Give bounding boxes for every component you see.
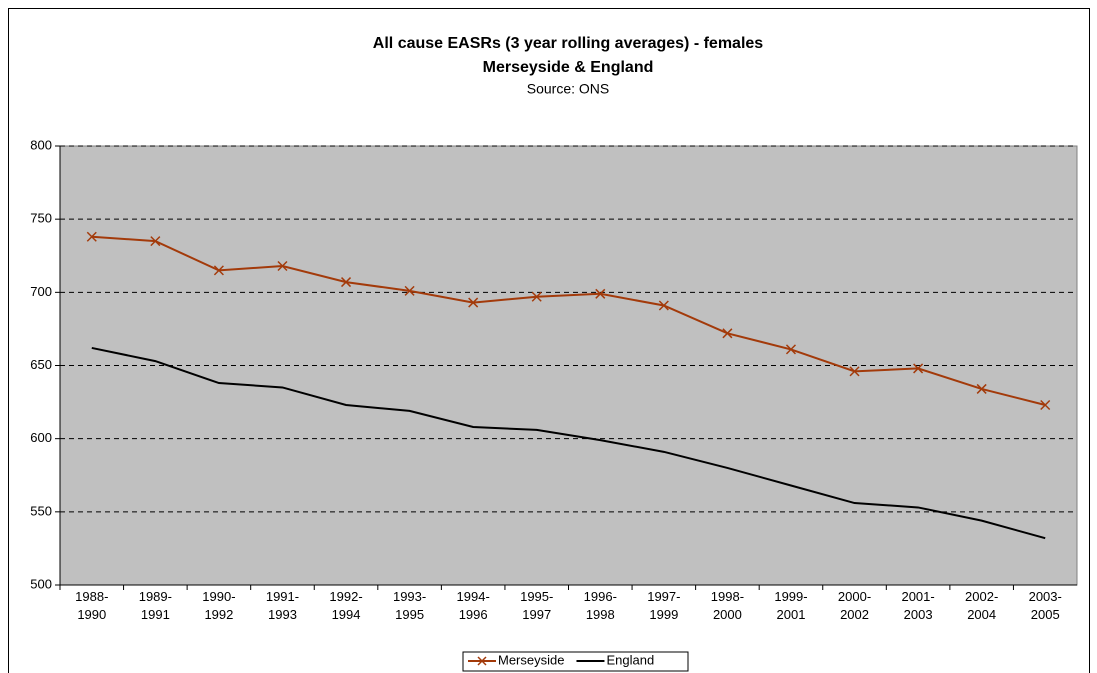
x-tick-label: 1991- 1993 bbox=[266, 589, 299, 622]
x-tick-line: 1991 bbox=[141, 607, 170, 622]
series-marker bbox=[468, 297, 479, 308]
legend-label: England bbox=[606, 652, 654, 667]
x-tick-line: 1989- bbox=[139, 589, 172, 604]
x-tick-label: 1988- 1990 bbox=[75, 589, 108, 622]
x-tick-line: 2001- bbox=[901, 589, 934, 604]
x-tick-line: 1994 bbox=[332, 607, 361, 622]
x-tick-line: 1990- bbox=[202, 589, 235, 604]
x-tick-line: 2002- bbox=[965, 589, 998, 604]
series-marker bbox=[213, 265, 224, 276]
series-marker bbox=[1040, 399, 1051, 411]
x-tick-line: 1988- bbox=[75, 589, 108, 604]
legend-marker bbox=[477, 656, 487, 666]
x-tick-line: 1994- bbox=[457, 589, 490, 604]
series-marker bbox=[341, 277, 352, 288]
x-tick-label: 1993- 1995 bbox=[393, 589, 426, 622]
x-tick-line: 1995- bbox=[520, 589, 553, 604]
series-line bbox=[91, 346, 1046, 540]
series-line bbox=[91, 235, 1046, 406]
chart-source: Source: ONS bbox=[527, 81, 609, 97]
x-tick-line: 1998- bbox=[711, 589, 744, 604]
x-tick-label: 2000- 2002 bbox=[838, 589, 871, 622]
x-tick-line: 1999 bbox=[649, 607, 678, 622]
x-tick-line: 1990 bbox=[77, 607, 106, 622]
x-tick-line: 1993 bbox=[268, 607, 297, 622]
x-tick-label: 1999- 2001 bbox=[774, 589, 807, 622]
x-tick-line: 2004 bbox=[967, 607, 996, 622]
series-marker bbox=[595, 288, 606, 299]
y-tick-label: 700 bbox=[30, 284, 52, 299]
x-tick-label: 2002- 2004 bbox=[965, 589, 998, 622]
x-tick-label: 1990- 1992 bbox=[202, 589, 235, 622]
y-tick-label: 500 bbox=[30, 576, 52, 591]
legend-label: Merseyside bbox=[498, 652, 564, 667]
series-marker bbox=[150, 236, 161, 247]
series-marker bbox=[913, 363, 924, 374]
x-tick-label: 1989- 1991 bbox=[139, 589, 172, 622]
y-tick-label: 650 bbox=[30, 357, 52, 372]
series-marker bbox=[785, 344, 796, 355]
series-marker bbox=[976, 383, 987, 394]
chart-title: All cause EASRs (3 year rolling averages… bbox=[373, 35, 764, 52]
x-tick-line: 1999- bbox=[774, 589, 807, 604]
x-tick-line: 1998 bbox=[586, 607, 615, 622]
x-tick-line: 1992- bbox=[329, 589, 362, 604]
y-tick-label: 550 bbox=[30, 503, 52, 518]
x-tick-line: 1996 bbox=[459, 607, 488, 622]
legend-box bbox=[462, 651, 689, 672]
x-tick-label: 2001- 2003 bbox=[901, 589, 934, 622]
x-tick-line: 1997- bbox=[647, 589, 680, 604]
series-marker bbox=[658, 300, 669, 311]
series-marker bbox=[531, 291, 542, 302]
x-tick-line: 1993- bbox=[393, 589, 426, 604]
x-tick-line: 1995 bbox=[395, 607, 424, 622]
x-tick-line: 2002 bbox=[840, 607, 869, 622]
x-tick-label: 1998- 2000 bbox=[711, 589, 744, 622]
x-tick-label: 1997- 1999 bbox=[647, 589, 680, 622]
y-tick-label: 600 bbox=[30, 430, 52, 445]
series-marker bbox=[277, 260, 288, 272]
x-tick-line: 2000- bbox=[838, 589, 871, 604]
chart-subtitle: Merseyside & England bbox=[483, 59, 654, 76]
x-tick-label: 1992- 1994 bbox=[329, 589, 362, 622]
x-tick-line: 2001 bbox=[777, 607, 806, 622]
series-marker bbox=[86, 231, 97, 242]
x-tick-line: 1991- bbox=[266, 589, 299, 604]
x-tick-line: 2000 bbox=[713, 607, 742, 622]
x-tick-label: 1995- 1997 bbox=[520, 589, 553, 622]
x-tick-line: 1992 bbox=[204, 607, 233, 622]
y-tick-label: 800 bbox=[30, 137, 52, 152]
x-tick-label: 1994- 1996 bbox=[457, 589, 490, 622]
x-tick-line: 1996- bbox=[584, 589, 617, 604]
x-tick-line: 1997 bbox=[522, 607, 551, 622]
x-tick-label: 1996- 1998 bbox=[584, 589, 617, 622]
legend: Merseyside England bbox=[462, 651, 689, 672]
x-tick-label: 2003- 2005 bbox=[1029, 589, 1062, 622]
y-tick-label: 750 bbox=[30, 211, 52, 226]
series-marker bbox=[404, 285, 415, 296]
x-tick-line: 2003- bbox=[1029, 589, 1062, 604]
series-marker bbox=[722, 328, 733, 339]
series-marker bbox=[849, 366, 860, 377]
x-tick-line: 2005 bbox=[1031, 607, 1060, 622]
x-tick-line: 2003 bbox=[904, 607, 933, 622]
